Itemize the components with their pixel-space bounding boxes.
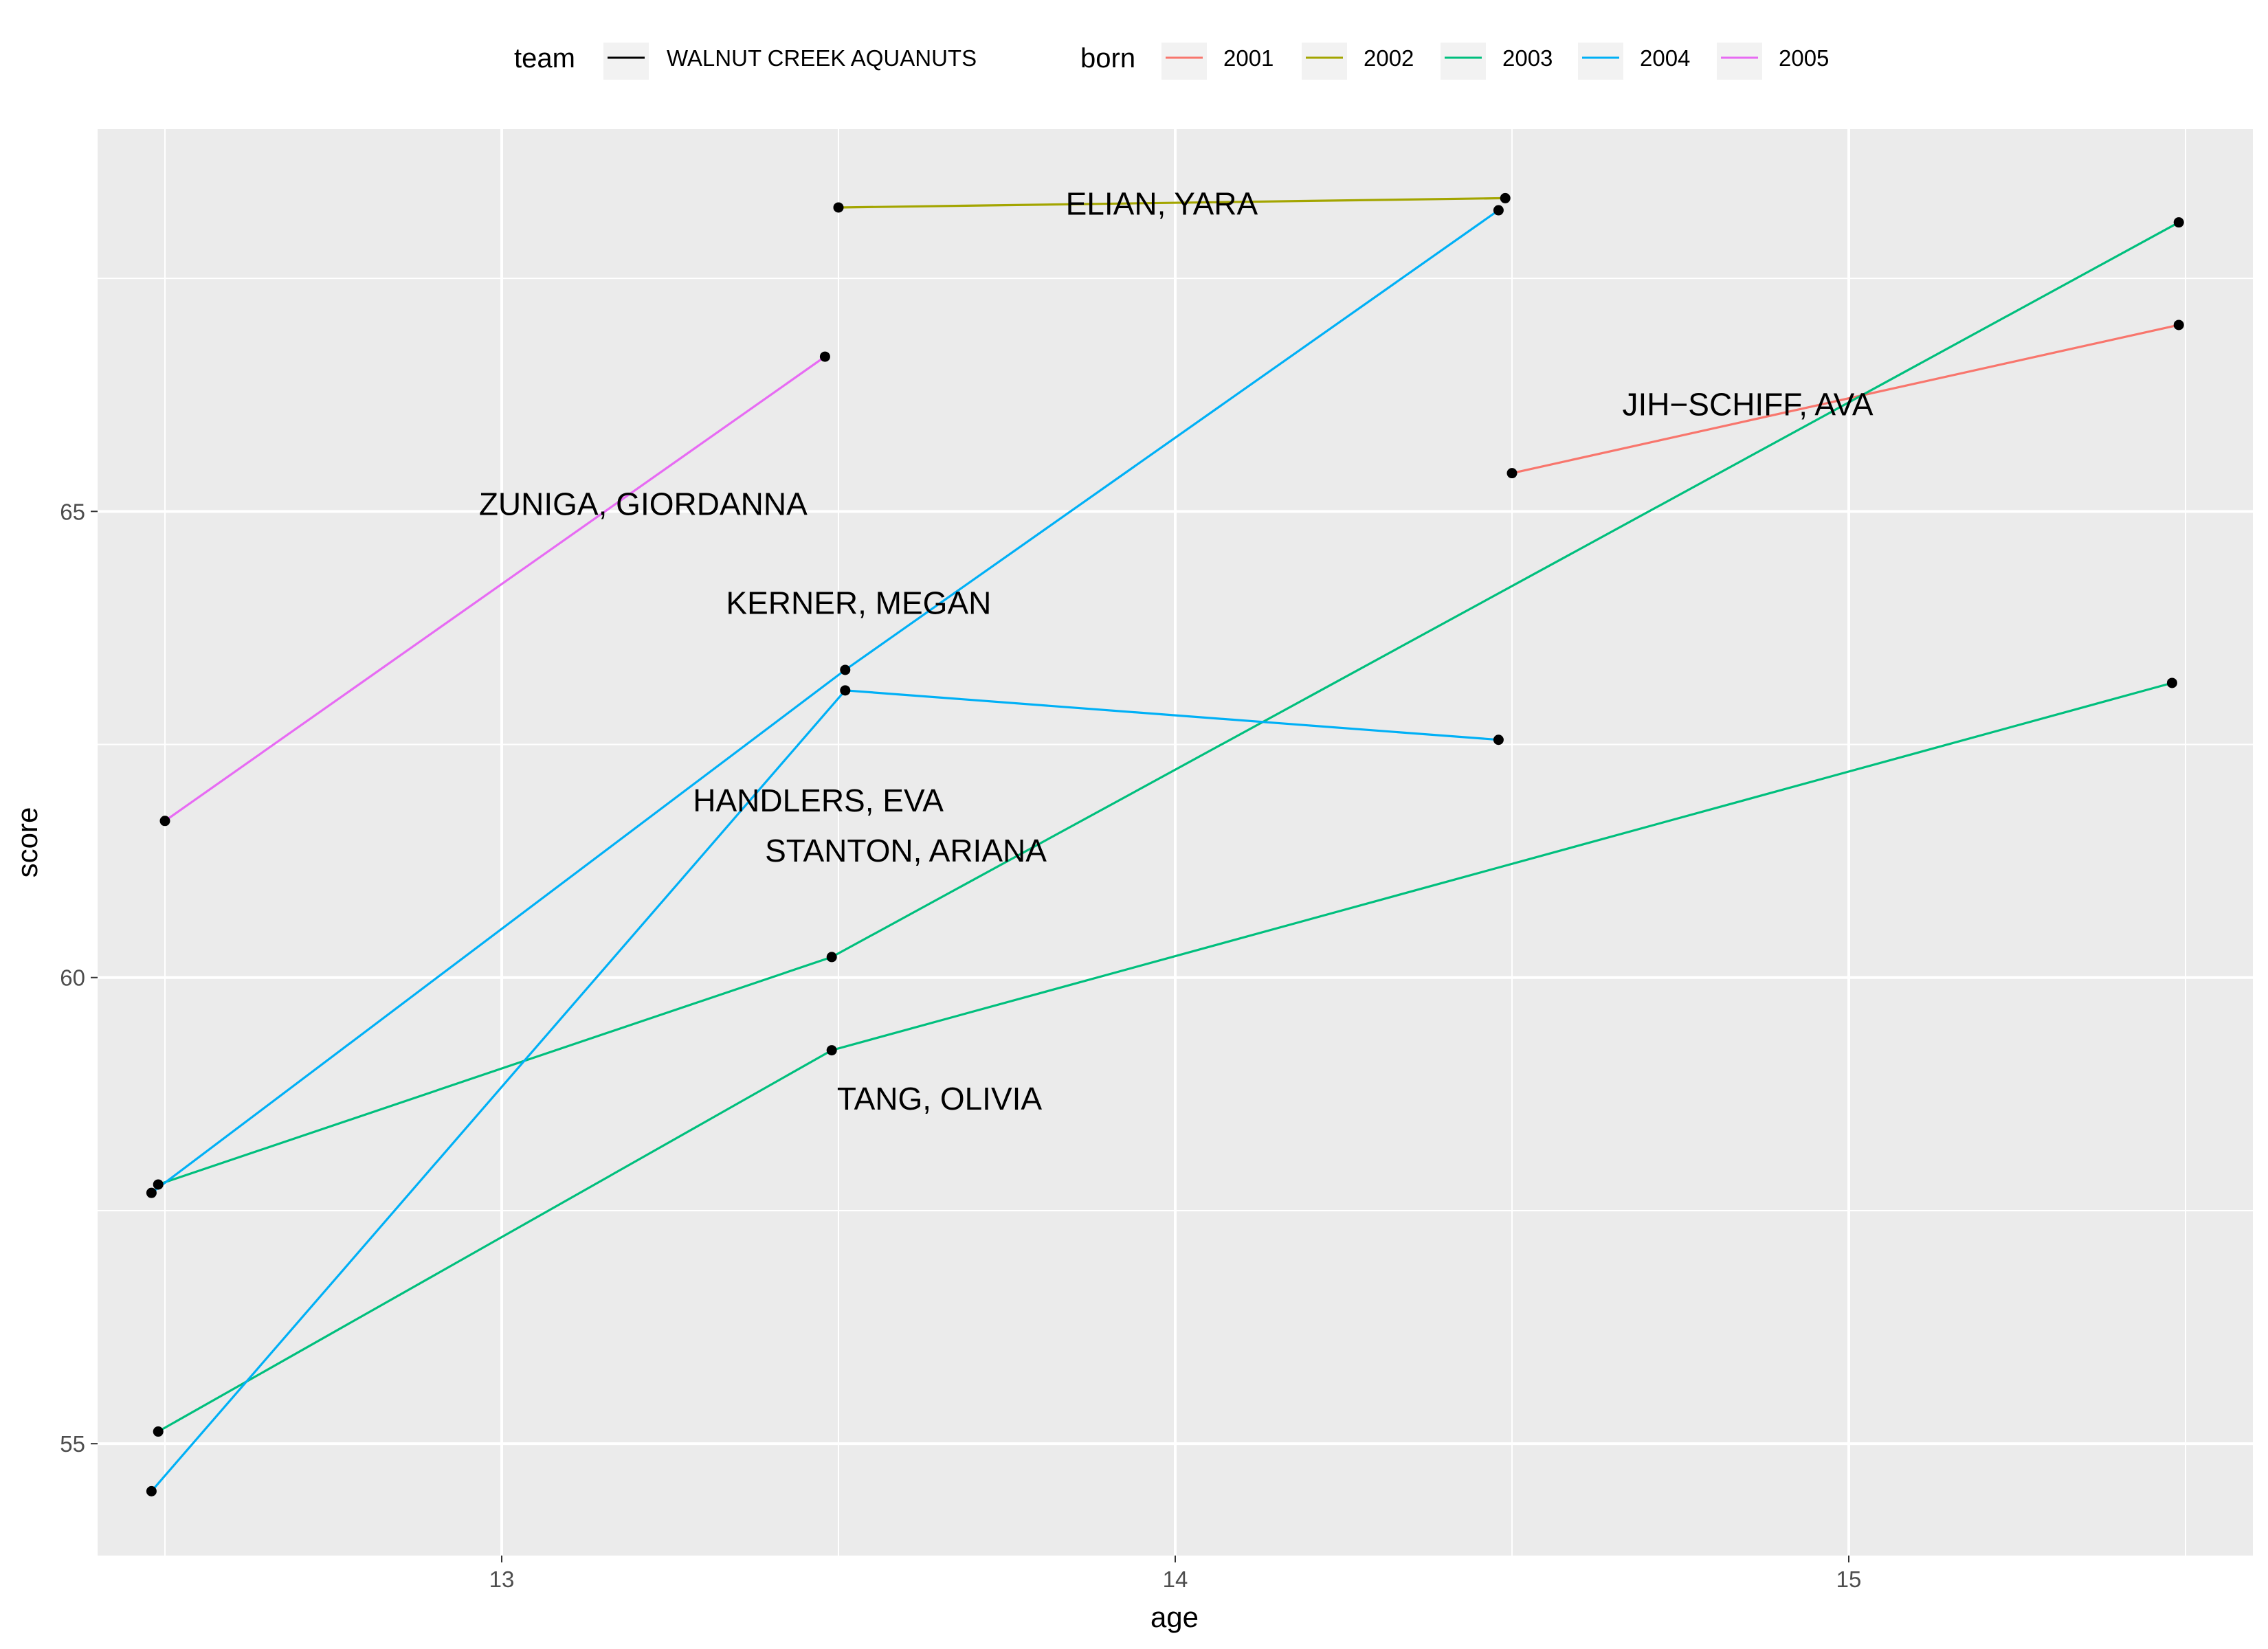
legend-born-key [1717, 43, 1762, 80]
legend-born-key [1578, 43, 1623, 80]
annotation-label: ZUNIGA, GIORDANNA [479, 486, 808, 521]
data-point [2173, 319, 2184, 330]
data-point [1493, 734, 1504, 745]
series-line-2002 [838, 197, 1506, 209]
legend-born-label: 2003 [1502, 45, 1553, 71]
legend-born-entries: 2001 2002 2003 2004 2005 [1161, 43, 1829, 80]
legend-born-key [1161, 43, 1207, 80]
data-point [2173, 217, 2184, 228]
data-point [840, 664, 851, 675]
legend-born-title: born [1080, 43, 1135, 74]
annotation-label: ELIAN, YARA [1066, 186, 1258, 222]
data-point [833, 202, 844, 213]
data-point [146, 1187, 157, 1198]
y-tick-label: 60 [60, 965, 85, 991]
series-line-2001 [1511, 324, 2179, 475]
annotation-label: HANDLERS, EVA [693, 783, 944, 818]
legend: team WALNUT CREEK AQUANUTS born 2001 2002… [514, 43, 1829, 80]
data-point [146, 1485, 157, 1496]
annotations: ELIAN, YARA JIH−SCHIFF, AVA ZUNIGA, GIORDA… [479, 186, 1874, 1117]
data-point [1493, 205, 1504, 216]
legend-team-title: team [514, 43, 575, 74]
data-point [1500, 192, 1511, 203]
legend-team-label: WALNUT CREEK AQUANUTS [667, 45, 977, 71]
x-axis-title: age [1150, 1601, 1199, 1633]
y-tick-label: 65 [60, 499, 85, 524]
legend-born-label: 2004 [1640, 45, 1690, 71]
axes: 13 14 15 55 60 65 [60, 499, 1861, 1592]
x-tick-label: 13 [489, 1567, 515, 1592]
y-axis-title: score [11, 807, 43, 878]
annotation-label: TANG, OLIVIA [837, 1081, 1043, 1117]
data-point [826, 1045, 837, 1056]
legend-born-label: 2002 [1364, 45, 1414, 71]
annotation-label: KERNER, MEGAN [726, 585, 991, 620]
legend-born-key [1302, 43, 1347, 80]
data-point [159, 816, 170, 827]
x-tick-label: 15 [1836, 1567, 1862, 1592]
data-point [826, 952, 837, 963]
major-gridlines [98, 129, 2253, 1556]
legend-born-key [1441, 43, 1486, 80]
legend-team-key [603, 43, 649, 80]
y-tick-label: 55 [60, 1431, 85, 1457]
data-point [1507, 468, 1517, 479]
data-point [153, 1426, 164, 1437]
data-point [819, 351, 830, 362]
data-point [2166, 677, 2177, 688]
data-points [146, 192, 2184, 1496]
data-point [840, 685, 851, 696]
annotation-label: JIH−SCHIFF, AVA [1622, 386, 1873, 422]
annotation-label: STANTON, ARIANA [765, 833, 1047, 868]
x-tick-label: 14 [1163, 1567, 1188, 1592]
legend-born-label: 2005 [1779, 45, 1829, 71]
legend-born-label: 2001 [1223, 45, 1274, 71]
data-point [153, 1179, 164, 1190]
series-line-2005 [164, 355, 826, 822]
